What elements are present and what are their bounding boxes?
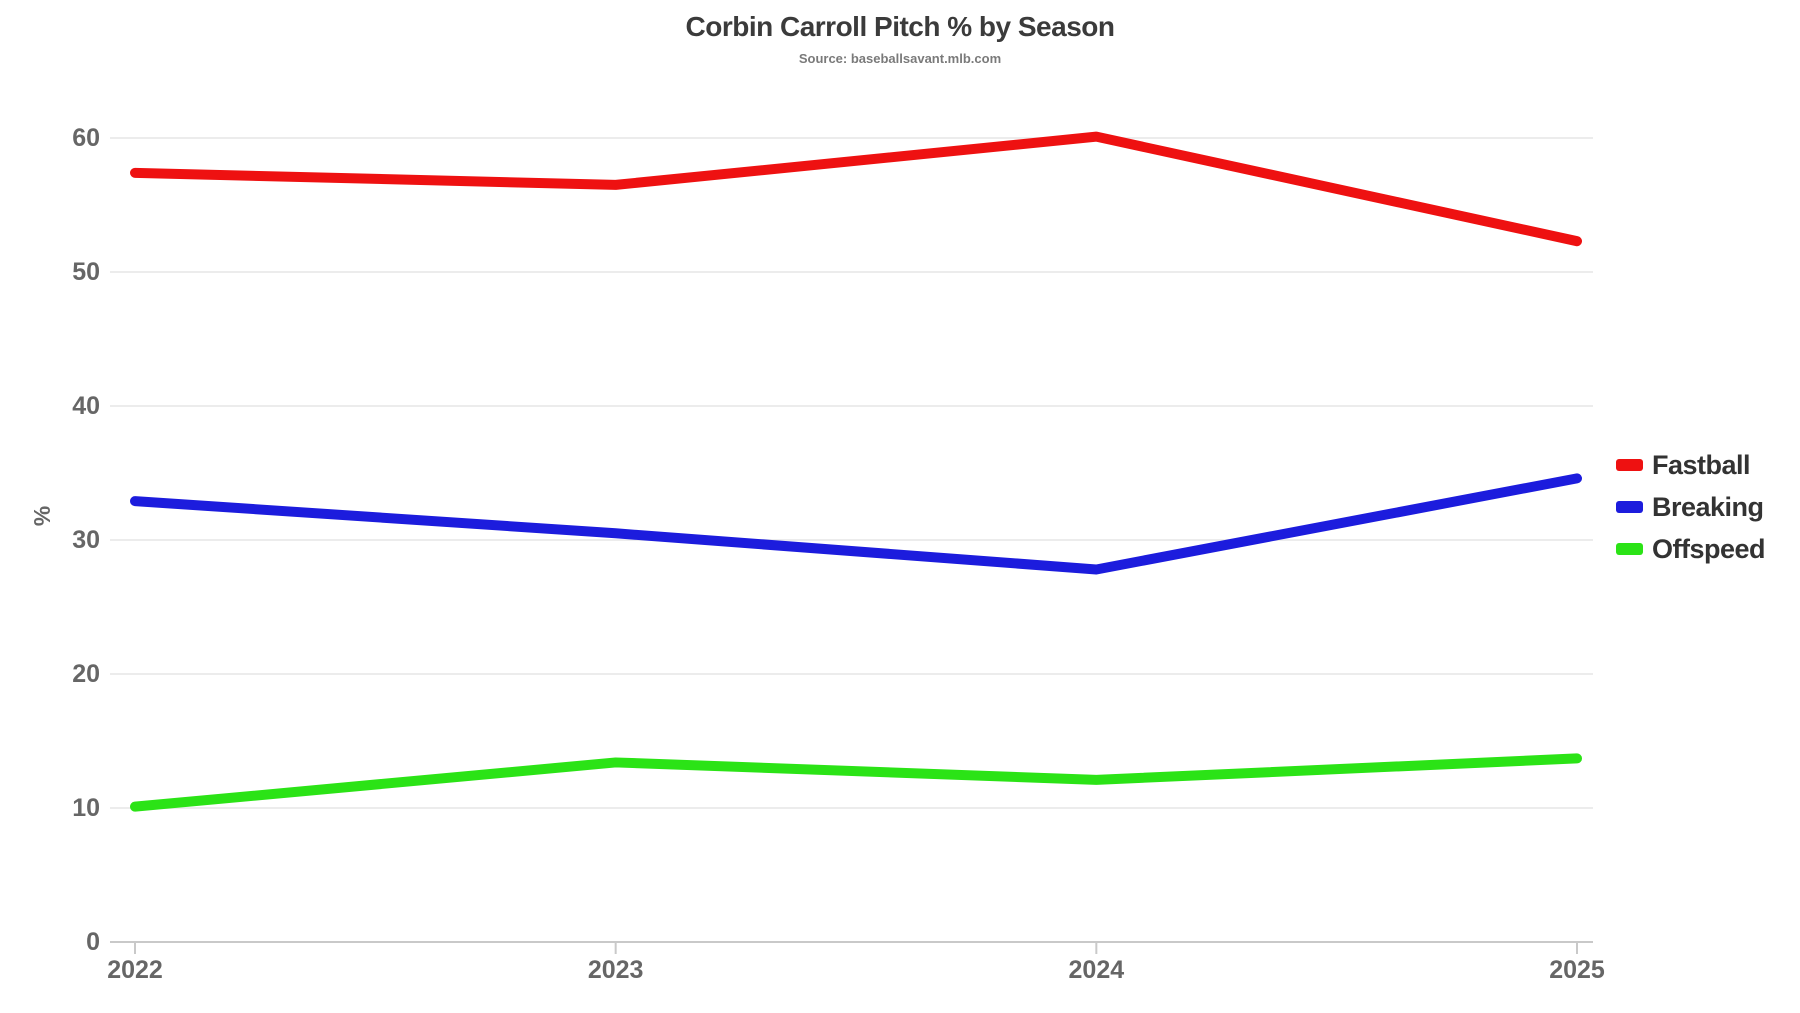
legend-swatch-fastball <box>1616 459 1643 471</box>
legend-label-fastball: Fastball <box>1652 449 1751 480</box>
chart-title: Corbin Carroll Pitch % by Season <box>685 11 1115 42</box>
legend-item-offspeed[interactable]: Offspeed <box>1616 528 1766 570</box>
fastball-line[interactable] <box>130 131 1582 247</box>
chart-subtitle: Source: baseballsavant.mlb.com <box>798 51 1002 66</box>
y-tick-label-0: 0 <box>86 928 100 956</box>
legend-label-breaking: Breaking <box>1652 491 1764 522</box>
legend-swatch-breaking <box>1616 501 1643 513</box>
legend: Fastball Breaking Offspeed <box>1616 444 1766 570</box>
x-tick-label-2022: 2022 <box>107 956 163 984</box>
y-tick-label-50: 50 <box>72 258 100 286</box>
y-tick-label-20: 20 <box>72 660 100 688</box>
breaking-line[interactable] <box>130 473 1582 575</box>
y-tick-label-30: 30 <box>72 526 100 554</box>
legend-item-fastball[interactable]: Fastball <box>1616 444 1765 486</box>
x-tick-label-2024: 2024 <box>1069 956 1125 984</box>
y-axis-title: % <box>29 506 55 526</box>
y-tick-label-40: 40 <box>72 392 100 420</box>
legend-item-breaking[interactable]: Breaking <box>1616 486 1765 528</box>
x-tick-label-2023: 2023 <box>588 956 644 984</box>
x-tick-label-2025: 2025 <box>1549 956 1605 984</box>
legend-swatch-offspeed <box>1616 543 1643 555</box>
legend-label-offspeed: Offspeed <box>1652 533 1766 564</box>
y-tick-label-10: 10 <box>72 794 100 822</box>
offspeed-line[interactable] <box>130 753 1582 812</box>
y-tick-label-60: 60 <box>72 124 100 152</box>
